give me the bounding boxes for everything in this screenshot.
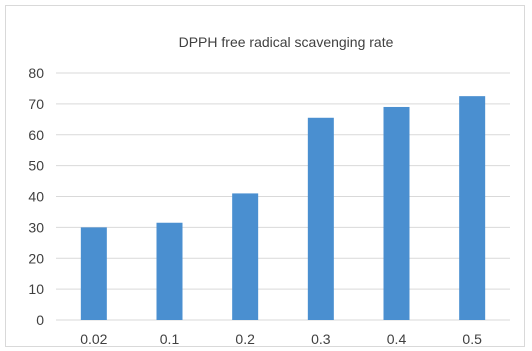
bar-0.3 — [307, 117, 334, 320]
x-tick-label: 0.1 — [160, 331, 180, 347]
bar-0.2 — [232, 193, 259, 320]
bars — [80, 96, 486, 321]
y-tick-label: 10 — [28, 281, 44, 297]
x-tick-label: 0.2 — [235, 331, 255, 347]
gridlines — [56, 72, 510, 321]
y-tick-label: 20 — [28, 250, 44, 266]
y-axis: 0 10 20 30 40 50 60 70 80 — [28, 65, 44, 328]
y-tick-label: 70 — [28, 96, 44, 112]
y-tick-label: 0 — [36, 312, 44, 328]
x-tick-label: 0.02 — [80, 331, 107, 347]
x-tick-label: 0.4 — [387, 331, 407, 347]
bar-0.5 — [459, 96, 486, 320]
y-tick-label: 80 — [28, 65, 44, 81]
bar-0.1 — [156, 222, 183, 320]
y-tick-label: 30 — [28, 219, 44, 235]
bar-0.4 — [383, 106, 410, 321]
y-tick-label: 50 — [28, 158, 44, 174]
x-tick-label: 0.5 — [462, 331, 482, 347]
y-tick-label: 60 — [28, 127, 44, 143]
y-tick-label: 40 — [28, 189, 44, 205]
chart-title: DPPH free radical scavenging rate — [179, 34, 394, 50]
x-axis: 0.02 0.1 0.2 0.3 0.4 0.5 — [80, 331, 482, 347]
bar-0.02 — [80, 227, 107, 320]
x-tick-label: 0.3 — [311, 331, 331, 347]
